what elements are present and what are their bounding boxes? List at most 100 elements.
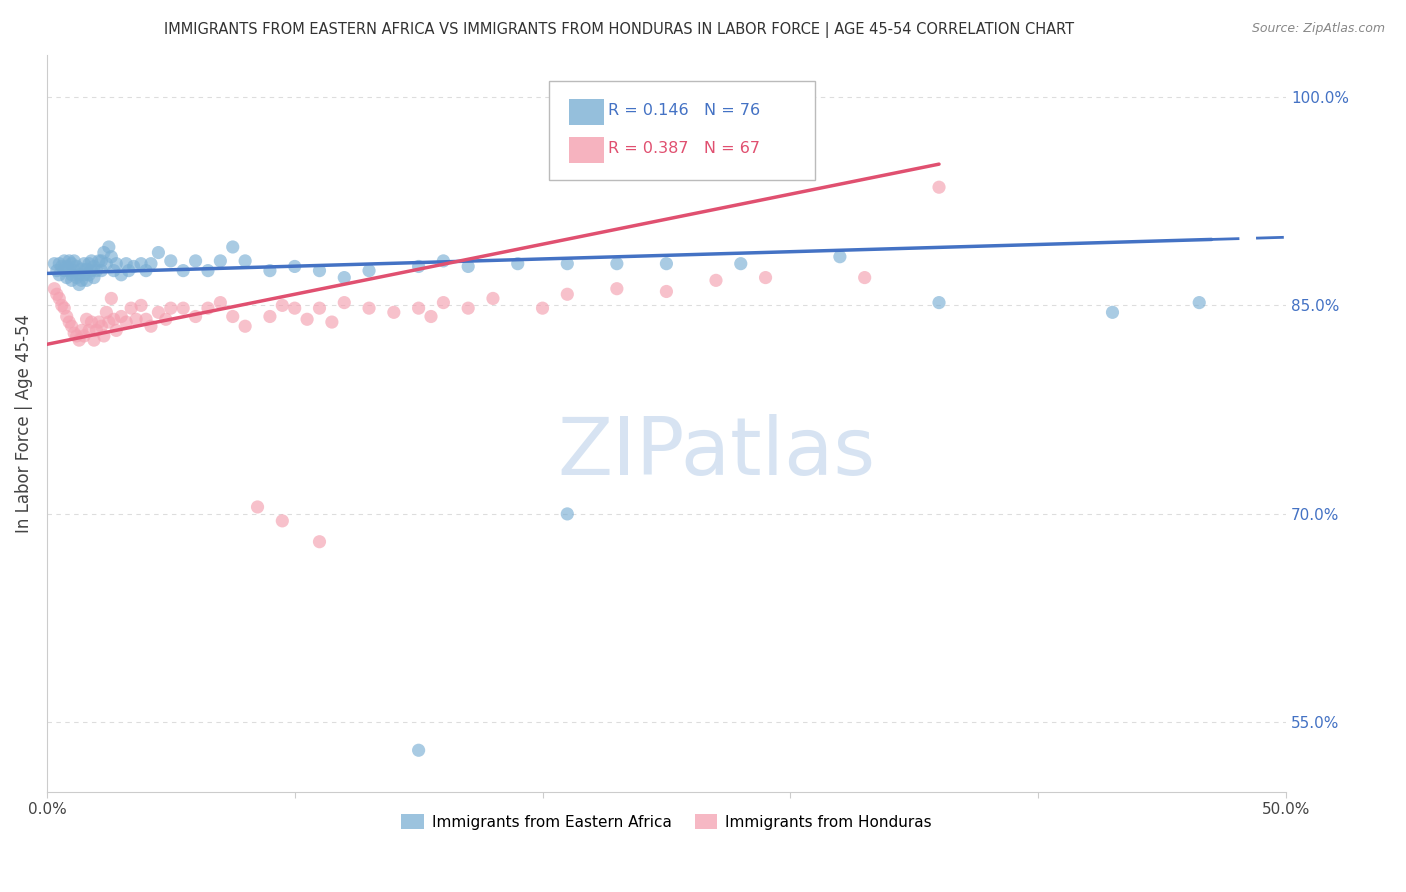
- Point: [928, 295, 950, 310]
- Point: [103, 312, 125, 326]
- Point: [120, 301, 142, 315]
- Point: [457, 260, 479, 274]
- Point: [139, 319, 162, 334]
- Point: [555, 287, 578, 301]
- Point: [90, 263, 112, 277]
- Point: [122, 260, 145, 274]
- Point: [93, 245, 115, 260]
- Point: [103, 263, 125, 277]
- Point: [96, 257, 118, 271]
- Point: [148, 305, 170, 319]
- Point: [70, 323, 93, 337]
- Point: [159, 253, 181, 268]
- Point: [53, 263, 76, 277]
- Point: [105, 257, 128, 271]
- Point: [184, 310, 207, 324]
- Point: [308, 534, 330, 549]
- Point: [129, 298, 152, 312]
- Point: [55, 270, 77, 285]
- Point: [1101, 305, 1123, 319]
- Point: [357, 263, 380, 277]
- Point: [73, 329, 96, 343]
- Point: [159, 301, 181, 315]
- Y-axis label: In Labor Force | Age 45-54: In Labor Force | Age 45-54: [15, 314, 32, 533]
- FancyBboxPatch shape: [568, 137, 605, 163]
- Point: [58, 315, 80, 329]
- Point: [83, 260, 105, 274]
- Point: [97, 240, 120, 254]
- Point: [87, 315, 110, 329]
- Point: [105, 323, 128, 337]
- Point: [259, 263, 281, 277]
- Point: [60, 257, 83, 271]
- Point: [655, 257, 678, 271]
- Point: [45, 287, 67, 301]
- Point: [308, 301, 330, 315]
- Point: [853, 270, 876, 285]
- Point: [125, 312, 148, 326]
- Point: [80, 263, 103, 277]
- Point: [53, 253, 76, 268]
- Point: [233, 319, 256, 334]
- Point: [63, 253, 86, 268]
- Point: [172, 263, 194, 277]
- Point: [246, 500, 269, 514]
- Point: [67, 277, 90, 292]
- Point: [531, 301, 554, 315]
- Point: [60, 268, 83, 282]
- Point: [233, 253, 256, 268]
- Text: R = 0.387   N = 67: R = 0.387 N = 67: [609, 141, 761, 156]
- Point: [184, 253, 207, 268]
- Point: [110, 310, 132, 324]
- Point: [259, 310, 281, 324]
- Point: [60, 273, 83, 287]
- Point: [655, 285, 678, 299]
- Point: [408, 301, 430, 315]
- Point: [83, 270, 105, 285]
- Point: [80, 315, 103, 329]
- Point: [70, 262, 93, 277]
- Point: [63, 326, 86, 341]
- Point: [606, 282, 628, 296]
- Point: [155, 312, 177, 326]
- Point: [65, 329, 87, 343]
- Point: [730, 257, 752, 271]
- Point: [58, 263, 80, 277]
- Point: [506, 257, 529, 271]
- Point: [115, 315, 138, 329]
- Text: R = 0.146   N = 76: R = 0.146 N = 76: [609, 103, 761, 118]
- Point: [135, 312, 157, 326]
- Point: [83, 333, 105, 347]
- Point: [295, 312, 318, 326]
- Point: [457, 301, 479, 315]
- Point: [333, 295, 356, 310]
- Point: [48, 292, 70, 306]
- Point: [53, 301, 76, 315]
- Point: [284, 301, 307, 315]
- Point: [65, 260, 87, 274]
- Point: [408, 743, 430, 757]
- Point: [209, 295, 232, 310]
- Point: [704, 273, 727, 287]
- Point: [58, 253, 80, 268]
- Point: [408, 260, 430, 274]
- Point: [51, 260, 73, 274]
- Point: [77, 323, 100, 337]
- Point: [73, 257, 96, 271]
- Point: [87, 253, 110, 268]
- Point: [65, 270, 87, 285]
- Point: [555, 507, 578, 521]
- Text: IMMIGRANTS FROM EASTERN AFRICA VS IMMIGRANTS FROM HONDURAS IN LABOR FORCE | AGE : IMMIGRANTS FROM EASTERN AFRICA VS IMMIGR…: [163, 22, 1074, 38]
- Point: [73, 268, 96, 282]
- Point: [55, 310, 77, 324]
- FancyBboxPatch shape: [548, 81, 815, 180]
- Point: [129, 257, 152, 271]
- Point: [432, 253, 454, 268]
- Point: [135, 263, 157, 277]
- Point: [44, 257, 66, 271]
- Point: [67, 333, 90, 347]
- Point: [90, 319, 112, 334]
- Point: [172, 301, 194, 315]
- Point: [197, 301, 219, 315]
- Point: [197, 263, 219, 277]
